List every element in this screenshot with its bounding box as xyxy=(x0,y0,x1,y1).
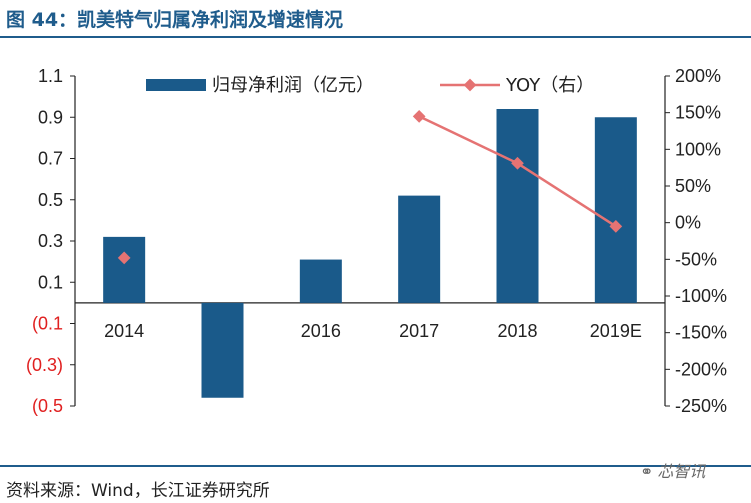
legend: 归母净利润（亿元） YOY（右） xyxy=(146,75,594,96)
bar xyxy=(103,236,146,303)
bar xyxy=(299,259,342,303)
axes-group: 1.1 0.9 0.7 0.5 0.3 0.1 (0.1 (0.3) (0.5 200% 150% 1… xyxy=(26,66,727,416)
watermark: ⚭ 芯智讯 xyxy=(640,458,705,482)
yoy-line-segment xyxy=(516,162,617,228)
right-axis-tick-label: -50% xyxy=(675,249,717,269)
right-axis-tick-label: -150% xyxy=(675,323,727,343)
x-axis-category-label: 2016 xyxy=(301,321,341,341)
combo-chart: 1.1 0.9 0.7 0.5 0.3 0.1 (0.1 (0.3) (0.5 200% 150% 1… xyxy=(26,66,727,416)
legend-label-line: YOY（右） xyxy=(505,75,594,96)
left-axis-tick-label: 0.3 xyxy=(38,231,63,251)
right-axis-tick-label: -200% xyxy=(675,359,727,379)
left-axis-tick-label: 0.1 xyxy=(38,272,63,292)
bar xyxy=(201,302,244,398)
x-axis-category-label: 2018 xyxy=(497,321,537,341)
legend-label-bar: 归母净利润（亿元） xyxy=(212,75,374,96)
title-divider xyxy=(0,36,751,38)
yoy-line-segment xyxy=(418,115,519,165)
left-axis-tick-label: (0.5 xyxy=(32,396,63,416)
legend-swatch-bar xyxy=(146,79,206,91)
yoy-point xyxy=(117,251,131,265)
legend-swatch-marker xyxy=(463,78,477,92)
wechat-icon: ⚭ xyxy=(640,462,654,481)
watermark-text: 芯智讯 xyxy=(657,462,706,481)
yoy-point xyxy=(412,109,426,123)
bar xyxy=(496,109,539,303)
source-note: 资料来源：Wind，长江证券研究所 xyxy=(6,481,270,501)
yoy-line-group xyxy=(117,109,623,265)
right-axis-tick-label: -100% xyxy=(675,286,727,306)
x-axis-category-label: 2014 xyxy=(104,321,144,341)
bar xyxy=(398,195,441,303)
left-axis-tick-label: 1.1 xyxy=(38,66,63,86)
chart-title: 图 44：凯美特气归属净利润及增速情况 xyxy=(6,9,344,31)
right-axis-tick-label: 150% xyxy=(675,103,721,123)
x-axis-category-label: 2017 xyxy=(399,321,439,341)
bar xyxy=(594,117,637,303)
left-axis-tick-label: (0.1 xyxy=(32,314,63,334)
x-axis-category-label: 2019E xyxy=(590,321,642,341)
right-axis-tick-label: -250% xyxy=(675,396,727,416)
left-axis-tick-label: (0.3) xyxy=(26,355,63,375)
left-axis-tick-label: 0.5 xyxy=(38,190,63,210)
right-axis-tick-label: 100% xyxy=(675,139,721,159)
right-axis-tick-label: 50% xyxy=(675,176,711,196)
footer-divider xyxy=(0,465,751,467)
bars-group xyxy=(103,109,637,398)
right-axis-tick-label: 0% xyxy=(675,213,701,233)
left-axis-tick-label: 0.9 xyxy=(38,107,63,127)
right-axis-tick-label: 200% xyxy=(675,66,721,86)
left-axis-tick-label: 0.7 xyxy=(38,149,63,169)
